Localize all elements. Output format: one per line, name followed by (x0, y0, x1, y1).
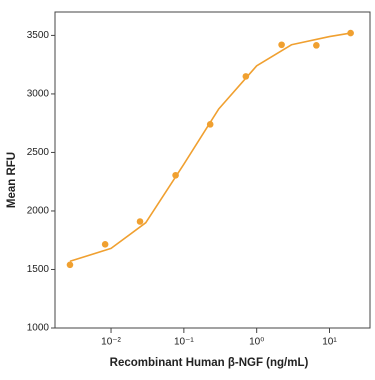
data-point (347, 29, 354, 37)
plot-frame (54, 11, 371, 329)
data-point (278, 41, 285, 49)
data-point (136, 218, 144, 225)
y-tick-label: 2000 (27, 206, 50, 217)
x-axis-title: Recombinant Human β-NGF (ng/mL) (110, 357, 309, 369)
y-tick-label: 2500 (27, 147, 50, 158)
y-tick-label: 3000 (27, 89, 50, 100)
data-point (66, 261, 74, 269)
y-tick-label: 1500 (27, 264, 50, 275)
data-point (172, 171, 179, 179)
y-axis-title: Mean RFU (6, 152, 18, 208)
fit-curve (69, 32, 351, 263)
x-tick-label: 10⁻¹ (174, 337, 194, 348)
x-tick-label: 10⁰ (249, 337, 264, 348)
y-tick-label: 3500 (27, 30, 50, 41)
data-point (313, 42, 320, 49)
data-point (242, 73, 250, 80)
x-tick-label: 10⁻² (101, 337, 121, 348)
data-point (206, 121, 214, 128)
x-tick-label: 10¹ (322, 337, 337, 348)
y-tick-label: 1000 (27, 323, 50, 334)
data-point (101, 241, 109, 248)
